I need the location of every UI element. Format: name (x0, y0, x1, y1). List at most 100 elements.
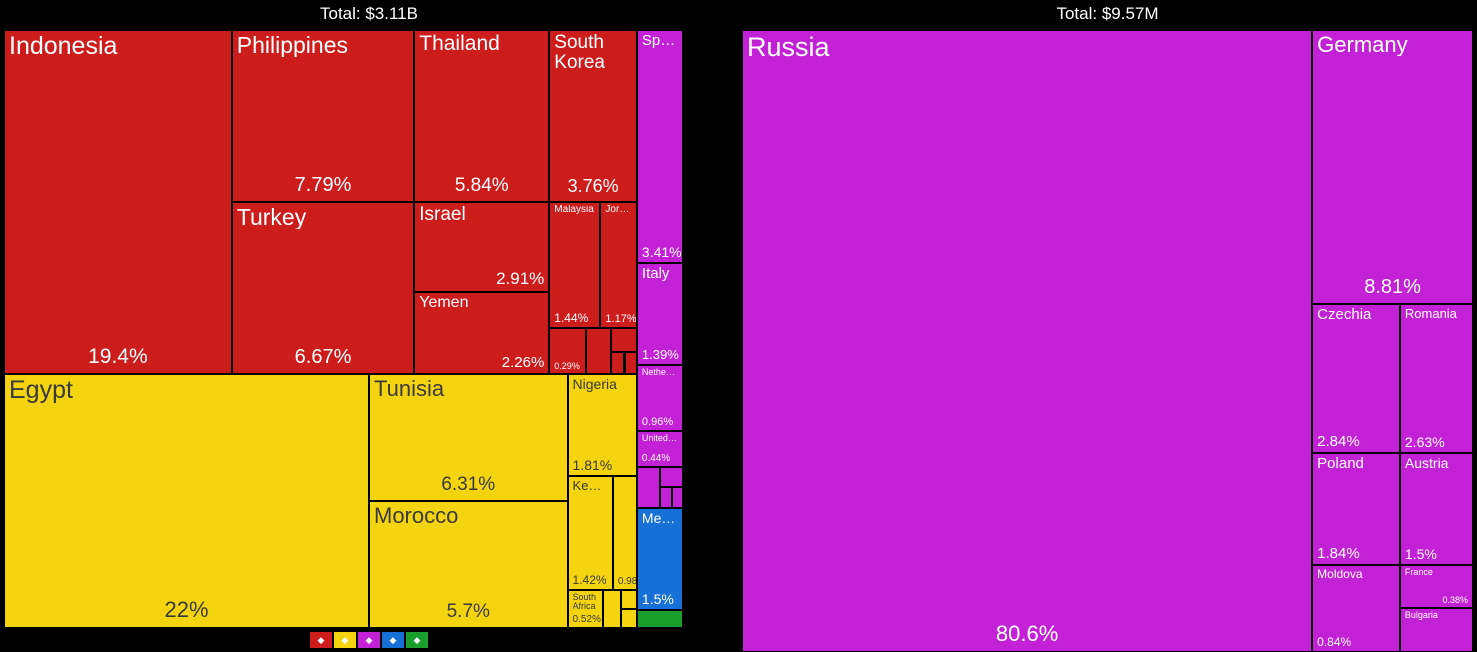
cell-percent: 0.84% (1317, 635, 1351, 649)
treemap-cell[interactable] (637, 467, 660, 509)
cell-label: Tunisia (374, 377, 563, 400)
cell-label: Nigeria (573, 377, 632, 392)
treemap-cell[interactable] (621, 590, 637, 609)
treemap-cell[interactable]: Jordan1.17% (600, 202, 637, 328)
cell-percent: 0.38% (1442, 595, 1468, 605)
cell-label: Italy (642, 266, 678, 282)
treemap-cell[interactable] (611, 328, 637, 352)
cell-label: Bulgaria (1405, 611, 1468, 620)
cell-percent: 80.6% (996, 621, 1058, 647)
cell-percent: 2.84% (1317, 433, 1360, 450)
treemap-cell[interactable]: Bulgaria (1400, 608, 1473, 652)
cell-percent: 0.96% (642, 416, 673, 428)
cell-percent: 1.81% (573, 457, 613, 473)
cell-percent: 2.26% (502, 354, 545, 371)
treemap-cell[interactable] (637, 610, 683, 628)
cell-percent: 1.5% (1405, 546, 1437, 562)
cell-percent: 2.91% (496, 269, 544, 289)
legend-swatch-samerica[interactable]: ◆ (406, 632, 428, 648)
treemap-cell[interactable]: Nigeria 1.81% (568, 374, 637, 476)
treemap-cell[interactable]: Philippines7.79% (232, 30, 415, 202)
cell-percent: 5.84% (455, 175, 509, 197)
treemap-cell[interactable] (625, 352, 637, 375)
cell-percent: 1.39% (642, 347, 679, 362)
treemap-cell[interactable]: Germany8.81% (1312, 30, 1473, 304)
treemap-cell[interactable]: Russia80.6% (742, 30, 1312, 652)
cell-label: Israel (419, 205, 544, 225)
treemap-cell[interactable]: Indonesia 19.4% (4, 30, 232, 374)
continent-icon: ◆ (342, 635, 349, 646)
treemap-cell[interactable]: Spain3.41% (637, 30, 683, 263)
cell-percent: 19.4% (88, 345, 148, 369)
cell-percent: 1.44% (554, 311, 588, 325)
treemap-cell[interactable]: Italy 1.39% (637, 263, 683, 365)
cell-label: Jordan (605, 205, 632, 216)
cell-label: United… (642, 434, 678, 443)
continent-icon: ◆ (390, 635, 397, 646)
treemap-cell[interactable] (611, 352, 624, 375)
treemap-cell[interactable]: Thailand 5.84% (414, 30, 549, 202)
treemap-cell[interactable]: 0.29% (549, 328, 586, 375)
cell-label: Egypt (9, 377, 364, 403)
cell-label: South Africa (573, 593, 598, 612)
treemap-cell[interactable]: Moldova0.84% (1312, 565, 1400, 652)
legend-swatch-asia[interactable]: ◆ (310, 632, 332, 648)
region-legend: ◆ ◆ ◆ ◆ ◆ (0, 628, 738, 652)
treemap-cell[interactable]: Romania2.63% (1400, 304, 1473, 453)
treemap-cell[interactable] (603, 590, 621, 628)
cell-label: Mexico (642, 511, 678, 526)
treemap-cell[interactable] (672, 487, 683, 508)
cell-label: Kenya (573, 479, 608, 493)
cell-label: Indonesia (9, 33, 227, 59)
treemap-cell[interactable]: Egypt 22% (4, 374, 369, 628)
continent-icon: ◆ (366, 635, 373, 646)
treemap-cell[interactable]: Poland1.84% (1312, 453, 1400, 565)
cell-label: France (1405, 568, 1468, 577)
cell-percent: 7.79% (295, 174, 352, 197)
treemap-cell[interactable] (660, 467, 683, 488)
root: Total: $3.11B Indonesia 19.4% Philippines7… (0, 0, 1477, 652)
treemap-cell[interactable]: Malaysia1.44% (549, 202, 600, 328)
treemap-cell[interactable]: Yemen 2.26% (414, 292, 549, 375)
cell-label: Thailand (419, 33, 544, 55)
cell-label: Czechia (1317, 307, 1395, 323)
continent-icon: ◆ (414, 635, 421, 646)
right-panel: Total: $9.57M Russia80.6%Germany8.81%Cze… (738, 0, 1477, 652)
treemap-cell[interactable]: 0.98% (613, 476, 637, 590)
cell-label: Austria (1405, 456, 1468, 471)
treemap-cell[interactable]: Austria 1.5% (1400, 453, 1473, 565)
cell-percent: 2.63% (1405, 434, 1445, 450)
treemap-cell[interactable]: Czechia 2.84% (1312, 304, 1400, 453)
cell-percent: 0.44% (642, 453, 670, 464)
treemap-cell[interactable]: Kenya1.42% (568, 476, 613, 590)
cell-label: Spain (642, 33, 678, 49)
treemap-cell[interactable]: South Africa 0.52% (568, 590, 603, 628)
treemap-cell[interactable] (660, 487, 672, 508)
treemap-cell[interactable]: United… 0.44% (637, 431, 683, 467)
treemap-cell[interactable]: Turkey 6.67% (232, 202, 415, 374)
treemap-cell[interactable]: Morocco5.7% (369, 501, 568, 628)
legend-swatch-namerica[interactable]: ◆ (382, 632, 404, 648)
treemap-cell[interactable] (586, 328, 612, 375)
cell-label: Yemen (419, 295, 544, 312)
cell-percent: 5.7% (447, 601, 490, 623)
cell-percent: 0.29% (554, 361, 580, 371)
cell-percent: 6.67% (295, 346, 352, 369)
cell-label: Turkey (237, 205, 410, 229)
legend-swatch-africa[interactable]: ◆ (334, 632, 356, 648)
cell-percent: 6.31% (441, 474, 495, 496)
treemap-cell[interactable] (621, 609, 637, 628)
cell-percent: 1.5% (642, 591, 674, 607)
cell-percent: 0.52% (573, 614, 601, 625)
treemap-cell[interactable]: Israel 2.91% (414, 202, 549, 292)
cell-percent: 3.76% (568, 176, 619, 197)
treemap-cell[interactable]: Mexico 1.5% (637, 508, 683, 610)
treemap-cell[interactable]: South Korea3.76% (549, 30, 637, 202)
treemap-cell[interactable]: France 0.38% (1400, 565, 1473, 609)
legend-swatch-europe[interactable]: ◆ (358, 632, 380, 648)
treemap-cell[interactable]: Netherlands0.96% (637, 365, 683, 431)
cell-percent: 22% (164, 597, 208, 623)
treemap-cell[interactable]: Tunisia 6.31% (369, 374, 568, 501)
left-total-label: Total: $3.11B (0, 0, 738, 30)
cell-percent: 0.98% (618, 576, 637, 587)
